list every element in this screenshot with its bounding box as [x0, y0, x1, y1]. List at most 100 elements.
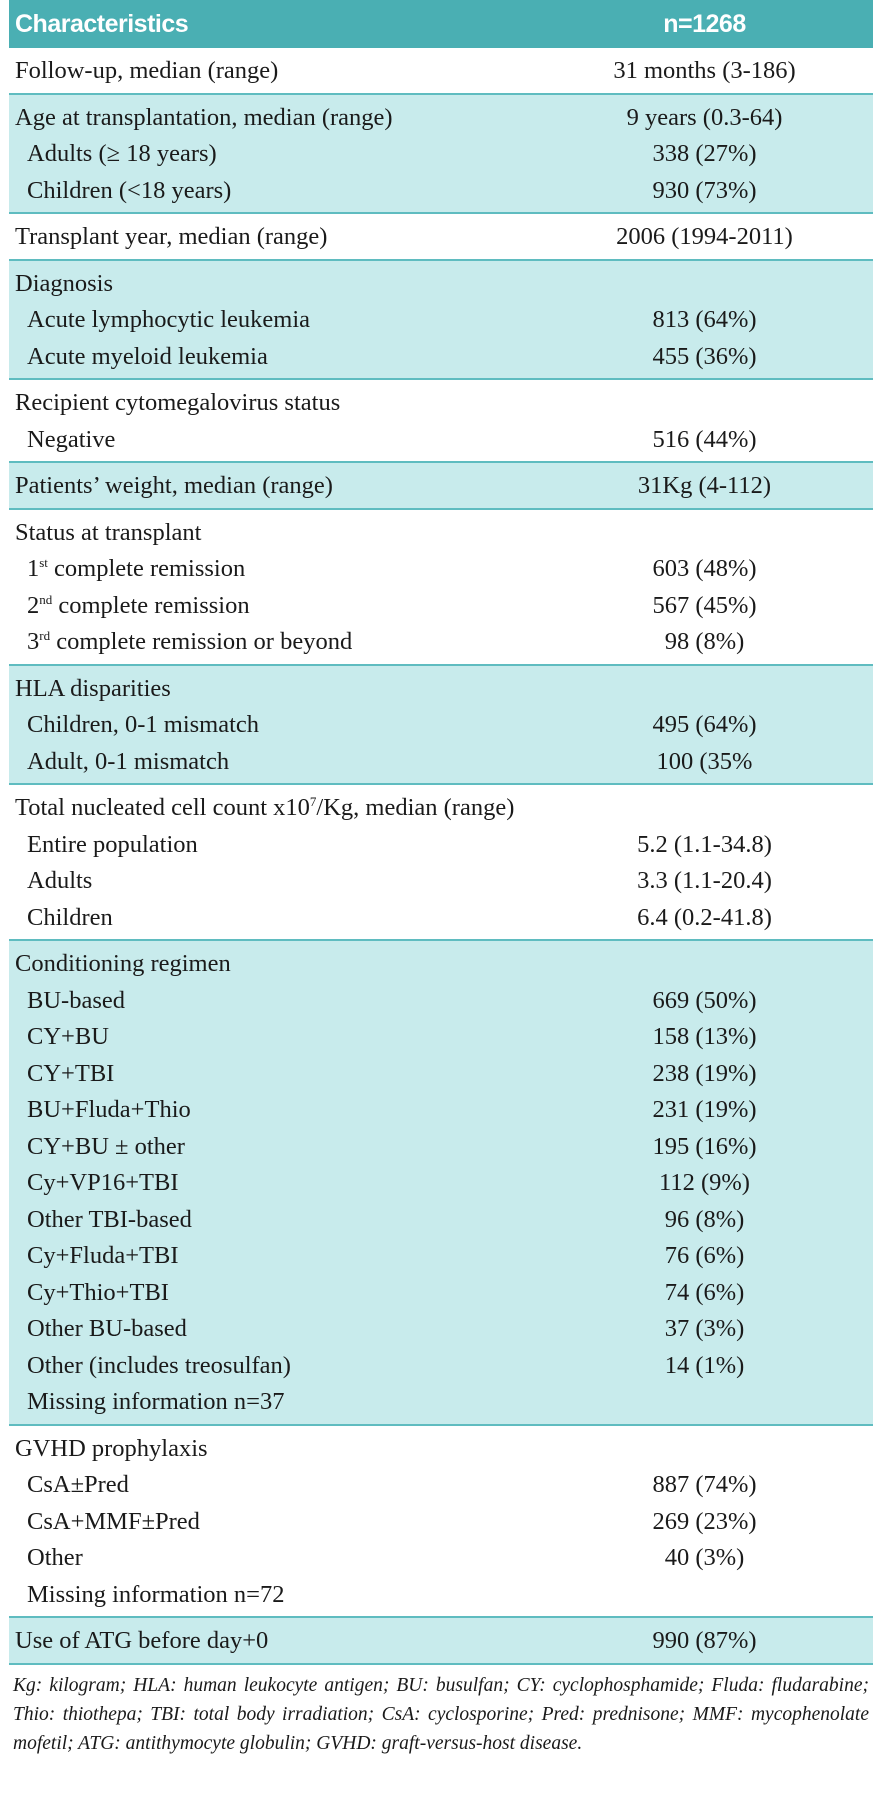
- label-text: Other BU-based: [27, 1315, 187, 1343]
- label-cell: Other BU-based: [9, 1315, 536, 1343]
- label-cell: CY+BU ± other: [9, 1133, 536, 1161]
- heading-row: Patients’ weight, median (range) 31Kg (4-…: [9, 468, 873, 505]
- sub-row: Acute lymphocytic leukemia 813 (64%): [9, 302, 873, 339]
- label-cell: CsA+MMF±Pred: [9, 1508, 536, 1536]
- label-cell: CY+BU: [9, 1023, 536, 1051]
- label-text: Acute lymphocytic leukemia: [27, 306, 311, 334]
- sub-row: Missing information n=37: [9, 1384, 873, 1421]
- value-cell: 3.3 (1.1-20.4): [637, 867, 772, 895]
- value-cell: 9 years (0.3-64): [626, 103, 783, 131]
- value-cell: 31 months (3-186): [613, 57, 796, 85]
- label-text: complete remission: [52, 591, 250, 619]
- label-cell: Acute lymphocytic leukemia: [9, 306, 536, 334]
- heading-row: Transplant year, median (range) 2006 (199…: [9, 219, 873, 256]
- sub-row: Other (includes treosulfan) 14 (1%): [9, 1348, 873, 1385]
- value-cell: 31Kg (4-112): [637, 472, 772, 500]
- value-cell: 2006 (1994-2011): [616, 223, 793, 251]
- value-cell: 930 (73%): [652, 176, 757, 204]
- label-cell: 2nd complete remission: [9, 592, 536, 620]
- label-text: Transplant year, median (range): [15, 223, 328, 251]
- label-text: Cy+Thio+TBI: [27, 1278, 169, 1306]
- label-text: Other TBI-based: [27, 1205, 192, 1233]
- label-text: CY+BU: [27, 1023, 109, 1051]
- row-group: Transplant year, median (range) 2006 (199…: [9, 214, 873, 261]
- label-cell: Children: [9, 904, 536, 932]
- label-cell: Other: [9, 1544, 536, 1572]
- sub-row: BU+Fluda+Thio 231 (19%): [9, 1092, 873, 1129]
- label-cell: Diagnosis: [9, 270, 536, 298]
- label-cell: Recipient cytomegalovirus status: [9, 389, 536, 417]
- sub-row: Cy+Fluda+TBI 76 (6%): [9, 1238, 873, 1275]
- label-cell: Patients’ weight, median (range): [9, 472, 536, 500]
- row-group: Status at transplant 1st complete remissi…: [9, 510, 873, 666]
- label-text: Adults: [27, 867, 93, 895]
- heading-row: Recipient cytomegalovirus status: [9, 385, 873, 422]
- sub-row: Other TBI-based 96 (8%): [9, 1202, 873, 1239]
- value-cell: 112 (9%): [659, 1169, 750, 1197]
- label-text: Total nucleated cell count x10: [15, 794, 310, 822]
- label-text: 1: [27, 555, 40, 583]
- row-group: HLA disparities Children, 0-1 mismatch 495…: [9, 665, 873, 785]
- sub-row: Cy+VP16+TBI 112 (9%): [9, 1165, 873, 1202]
- label-cell: Missing information n=72: [9, 1581, 536, 1609]
- label-text: Missing information n=72: [27, 1580, 285, 1608]
- value-cell: 74 (6%): [664, 1278, 745, 1306]
- label-text: /Kg, median (range): [316, 794, 515, 822]
- sub-row: Children (<18 years) 930 (73%): [9, 173, 873, 210]
- label-cell: BU-based: [9, 987, 536, 1015]
- value-cell: 100 (35%: [656, 747, 753, 775]
- value-cell: 516 (44%): [652, 425, 757, 453]
- header-row: Characteristics n=1268: [9, 0, 873, 48]
- sub-row: Other BU-based 37 (3%): [9, 1311, 873, 1348]
- value-cell: 495 (64%): [652, 711, 757, 739]
- header-cell: n=1268: [663, 9, 746, 38]
- label-text: Adults (≥ 18 years): [27, 140, 217, 168]
- heading-row: Total nucleated cell count x107/Kg, medi…: [9, 790, 873, 827]
- value-cell: 887 (74%): [652, 1471, 757, 1499]
- table-page: Characteristics n=1268 Follow-up, median…: [9, 0, 873, 1758]
- label-text: Entire population: [27, 830, 198, 858]
- label-text: Conditioning regimen: [15, 950, 231, 978]
- label-cell: Other (includes treosulfan): [9, 1352, 536, 1380]
- label-text: Follow-up, median (range): [15, 57, 279, 85]
- label-text: Cy+Fluda+TBI: [27, 1242, 179, 1270]
- sub-row: Cy+Thio+TBI 74 (6%): [9, 1275, 873, 1312]
- value-cell: 813 (64%): [652, 306, 757, 334]
- sub-row: CY+TBI 238 (19%): [9, 1056, 873, 1093]
- value-cell: 990 (87%): [652, 1627, 757, 1655]
- label-text: BU+Fluda+Thio: [27, 1096, 191, 1124]
- sub-row: Adults 3.3 (1.1-20.4): [9, 863, 873, 900]
- heading-row: Diagnosis: [9, 266, 873, 303]
- value-cell: 40 (3%): [664, 1544, 745, 1572]
- row-group: Follow-up, median (range) 31 months (3-18…: [9, 48, 873, 95]
- heading-row: HLA disparities: [9, 671, 873, 708]
- label-cell: Entire population: [9, 831, 536, 859]
- label-text: Acute myeloid leukemia: [27, 342, 268, 370]
- label-text: CY+TBI: [27, 1059, 115, 1087]
- header-cell: Characteristics: [15, 9, 189, 38]
- heading-row: Use of ATG before day+0 990 (87%): [9, 1623, 873, 1660]
- label-text: GVHD prophylaxis: [15, 1434, 208, 1462]
- label-text: Children (<18 years): [27, 176, 232, 204]
- value-cell: 669 (50%): [652, 986, 757, 1014]
- label-text: CsA±Pred: [27, 1471, 129, 1499]
- label-cell: CsA±Pred: [9, 1471, 536, 1499]
- label-text: Children, 0-1 mismatch: [27, 711, 260, 739]
- label-cell: Adults (≥ 18 years): [9, 140, 536, 168]
- label-cell: Status at transplant: [9, 519, 536, 547]
- sub-row: Missing information n=72: [9, 1577, 873, 1614]
- superscript: st: [39, 555, 48, 571]
- label-cell: CY+TBI: [9, 1060, 536, 1088]
- sub-row: Adult, 0-1 mismatch 100 (35%: [9, 744, 873, 781]
- label-cell: Transplant year, median (range): [9, 223, 536, 251]
- value-cell: 231 (19%): [652, 1096, 757, 1124]
- value-cell: 6.4 (0.2-41.8): [637, 903, 772, 931]
- label-cell: Adults: [9, 867, 536, 895]
- value-cell: 158 (13%): [652, 1023, 757, 1051]
- value-cell: 98 (8%): [664, 628, 745, 656]
- value-cell: 603 (48%): [652, 555, 757, 583]
- superscript: nd: [39, 591, 53, 607]
- footnote: Kg: kilogram; HLA: human leukocyte antig…: [13, 1674, 869, 1754]
- value-cell: 96 (8%): [664, 1205, 745, 1233]
- row-group: Conditioning regimen BU-based 669 (50%) CY+…: [9, 941, 873, 1426]
